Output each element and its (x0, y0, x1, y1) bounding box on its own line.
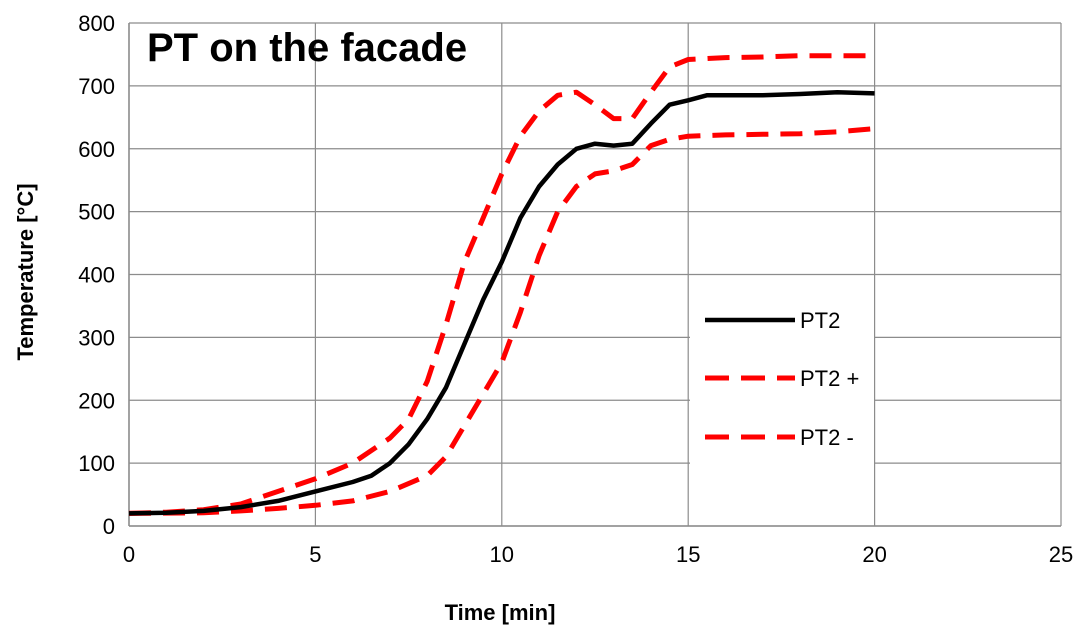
legend-label: PT2 + (800, 366, 859, 391)
x-tick-label: 0 (123, 542, 135, 567)
y-tick-label: 700 (78, 74, 115, 99)
series-line-pt2-minus (128, 126, 875, 516)
x-tick-label: 20 (862, 542, 886, 567)
series-line-pt2 (128, 89, 875, 516)
y-tick-label: 800 (78, 11, 115, 36)
series-line-pt2-plus (128, 53, 875, 516)
series (128, 53, 875, 516)
x-tick-label: 15 (676, 542, 700, 567)
y-tick-label: 300 (78, 325, 115, 350)
y-tick-label: 400 (78, 263, 115, 288)
legend-label: PT2 (800, 308, 840, 333)
x-tick-label: 10 (490, 542, 514, 567)
y-tick-label: 200 (78, 388, 115, 413)
y-tick-label: 0 (103, 514, 115, 539)
y-tick-label: 100 (78, 451, 115, 476)
x-tick-label: 5 (309, 542, 321, 567)
x-axis-title: Time [min] (445, 600, 556, 625)
chart-title: PT on the facade (147, 26, 467, 70)
legend-label: PT2 - (800, 425, 854, 450)
y-tick-label: 500 (78, 200, 115, 225)
legend: PT2 PT2 + PT2 - (690, 292, 874, 464)
x-tick-label: 25 (1049, 542, 1073, 567)
tick-labels: 0 100 200 300 400 500 600 700 800 0 5 10 15 20 25 (78, 11, 1073, 567)
y-axis-title: Temperature [°C] (13, 183, 38, 360)
grid (128, 22, 1062, 527)
y-tick-label: 600 (78, 137, 115, 162)
